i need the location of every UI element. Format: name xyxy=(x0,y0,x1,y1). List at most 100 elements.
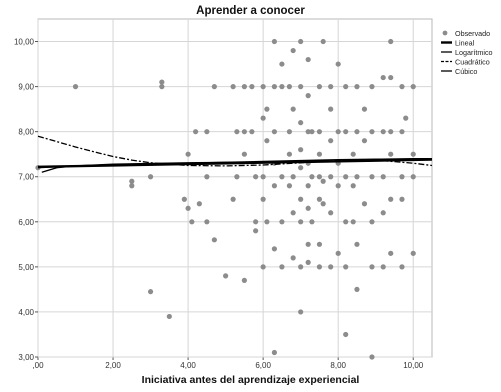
observed-point xyxy=(369,129,375,135)
observed-point xyxy=(271,246,277,252)
observed-point xyxy=(271,129,277,135)
plot-area xyxy=(37,18,433,358)
observed-point xyxy=(343,264,349,270)
y-tick-label: 4,00 xyxy=(18,308,34,317)
observed-point xyxy=(249,129,255,135)
observed-point xyxy=(320,178,326,184)
observed-point xyxy=(305,56,311,63)
observed-point xyxy=(309,174,315,180)
observed-point xyxy=(271,349,277,356)
observed-point xyxy=(328,174,334,180)
observed-point xyxy=(279,84,285,90)
observed-point xyxy=(410,151,416,157)
observed-point xyxy=(320,38,326,45)
observed-point xyxy=(388,151,394,157)
observed-point xyxy=(185,205,191,211)
observed-point xyxy=(328,84,334,90)
observed-point xyxy=(380,210,386,216)
observed-point xyxy=(328,264,334,270)
observed-point xyxy=(298,264,304,270)
observed-point xyxy=(241,277,247,283)
observed-point xyxy=(286,151,293,157)
observed-point xyxy=(388,38,394,45)
observed-point xyxy=(241,151,247,157)
observed-point xyxy=(361,138,368,144)
observed-point xyxy=(320,201,326,207)
observed-point xyxy=(241,129,247,135)
observed-point xyxy=(354,286,360,292)
observed-point xyxy=(260,115,266,121)
observed-point xyxy=(354,174,360,180)
observed-point xyxy=(298,196,304,202)
observed-point xyxy=(290,174,296,180)
observed-point xyxy=(328,210,334,216)
observed-point xyxy=(189,219,195,225)
legend-label: Cuadrático xyxy=(455,58,490,67)
observed-point xyxy=(166,313,172,320)
observed-point xyxy=(253,228,259,234)
observed-point xyxy=(286,84,293,90)
observed-point xyxy=(234,174,240,180)
quadratic-fit-line xyxy=(37,135,433,167)
cubic-fit-line xyxy=(37,158,432,169)
y-tick-label: 7,00 xyxy=(18,173,34,182)
observed-point xyxy=(290,47,296,54)
observed-point xyxy=(271,183,277,189)
observed-point xyxy=(399,264,405,270)
observed-point xyxy=(298,84,304,90)
x-tick-label: 10,00 xyxy=(403,361,424,370)
observed-point xyxy=(286,183,293,189)
observed-point xyxy=(298,147,304,153)
observed-point xyxy=(260,196,266,202)
observed-point xyxy=(350,219,356,225)
x-tick-label: 6,00 xyxy=(255,361,271,370)
observed-point xyxy=(388,129,394,135)
observed-point xyxy=(380,129,386,135)
observed-point xyxy=(410,250,416,256)
observed-point xyxy=(343,331,349,338)
observed-point xyxy=(230,84,236,90)
observed-point xyxy=(350,151,356,157)
observed-point xyxy=(204,129,210,135)
observed-point xyxy=(129,178,135,184)
observed-point xyxy=(193,129,199,135)
observed-point xyxy=(343,174,349,180)
observed-point xyxy=(159,79,165,85)
observed-point xyxy=(279,219,285,225)
observed-point xyxy=(388,74,394,81)
y-tick-label: 3,00 xyxy=(18,353,34,362)
observed-point xyxy=(211,84,217,90)
x-tick-label: 8,00 xyxy=(330,361,346,370)
observed-point xyxy=(159,84,165,90)
observed-point xyxy=(147,174,154,180)
observed-point xyxy=(129,183,135,189)
legend-label: Lineal xyxy=(455,39,475,48)
observed-point xyxy=(260,84,266,90)
observed-point xyxy=(343,129,349,135)
observed-point xyxy=(309,129,315,135)
observed-point xyxy=(72,84,79,90)
observed-point xyxy=(369,264,375,270)
observed-point xyxy=(316,264,323,270)
observed-point xyxy=(181,196,187,202)
observed-point xyxy=(316,241,323,247)
observed-point xyxy=(369,354,375,360)
observed-point xyxy=(354,241,360,247)
observed-point xyxy=(290,255,296,261)
observed-point xyxy=(354,84,360,90)
observed-point xyxy=(279,264,285,270)
observed-point xyxy=(388,196,394,202)
observed-point xyxy=(369,219,375,225)
observed-point xyxy=(343,219,349,225)
observed-point xyxy=(271,38,277,45)
observed-point xyxy=(335,250,341,256)
legend-label: Cúbico xyxy=(455,67,477,76)
y-tick-label: 5,00 xyxy=(18,263,34,272)
observed-point xyxy=(305,183,311,189)
observed-point xyxy=(253,219,259,225)
observed-point xyxy=(328,138,334,144)
y-tick-label: 8,00 xyxy=(18,128,34,137)
observed-point xyxy=(305,259,311,265)
observed-point xyxy=(241,84,247,90)
